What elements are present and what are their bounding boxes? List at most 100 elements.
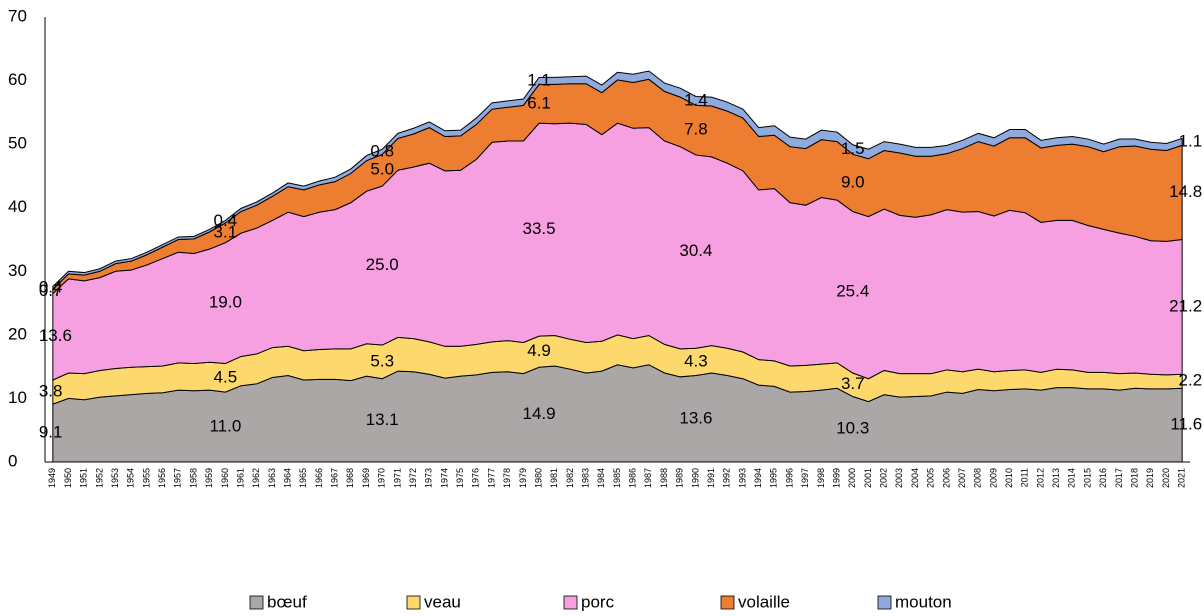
legend-swatch	[249, 595, 264, 610]
x-tick-label: 2020	[1161, 468, 1171, 488]
x-tick-label: 1967	[330, 468, 340, 488]
x-tick-label: 1980	[533, 468, 543, 488]
data-label: 3.1	[214, 222, 238, 241]
y-tick-label: 60	[8, 70, 27, 89]
data-label: 10.3	[836, 419, 869, 438]
x-tick-label: 1969	[361, 468, 371, 488]
data-label: 33.5	[523, 219, 556, 238]
x-tick-label: 1949	[47, 468, 57, 488]
x-tick-label: 1995	[769, 468, 779, 488]
x-tick-label: 2005	[926, 468, 936, 488]
x-tick-label: 1996	[784, 468, 794, 488]
y-tick-label: 70	[8, 6, 27, 25]
x-tick-label: 2002	[879, 468, 889, 488]
x-tick-label: 1974	[439, 468, 449, 488]
x-tick-label: 1981	[549, 468, 559, 488]
x-tick-label: 2003	[894, 468, 904, 488]
x-tick-label: 2014	[1067, 468, 1077, 488]
x-tick-label: 2000	[847, 468, 857, 488]
x-tick-label: 1997	[800, 468, 810, 488]
data-label: 3.8	[39, 382, 63, 401]
x-tick-label: 1962	[251, 468, 261, 488]
x-tick-label: 1972	[408, 468, 418, 488]
x-tick-label: 1961	[235, 468, 245, 488]
data-label: 30.4	[679, 241, 712, 260]
data-label: 1.5	[841, 139, 865, 158]
x-tick-label: 1989	[675, 468, 685, 488]
x-tick-label: 1984	[596, 468, 606, 488]
x-tick-label: 1958	[188, 468, 198, 488]
x-tick-label: 1973	[424, 468, 434, 488]
x-tick-label: 1990	[690, 468, 700, 488]
data-label: 21.2	[1169, 296, 1202, 315]
x-tick-label: 2009	[988, 468, 998, 488]
data-label: 1.1	[527, 70, 551, 89]
legend-label: veau	[424, 592, 461, 611]
x-tick-label: 2019	[1145, 468, 1155, 488]
data-label: 13.1	[366, 410, 399, 429]
x-tick-label: 1976	[471, 468, 481, 488]
x-tick-label: 2021	[1177, 468, 1187, 488]
data-label: 0.4	[214, 211, 238, 230]
data-label: 19.0	[209, 293, 242, 312]
data-label: 14.8	[1169, 182, 1202, 201]
y-tick-label: 30	[8, 261, 27, 280]
data-label: 9.0	[841, 172, 865, 191]
data-label: 5.3	[370, 351, 394, 370]
x-tick-label: 1982	[565, 468, 575, 488]
x-tick-label: 1952	[94, 468, 104, 488]
data-label: 1.1	[1179, 131, 1203, 150]
x-tick-label: 1971	[392, 468, 402, 488]
y-tick-label: 50	[8, 134, 27, 153]
x-tick-label: 1983	[581, 468, 591, 488]
y-tick-label: 10	[8, 388, 27, 407]
x-tick-label: 1968	[345, 468, 355, 488]
data-label: 11.0	[209, 417, 241, 436]
data-label: 4.3	[684, 351, 708, 370]
x-tick-label: 1978	[502, 468, 512, 488]
area	[52, 70, 1183, 291]
x-tick-label: 1966	[314, 468, 324, 488]
legend-label: bœuf	[267, 592, 307, 611]
y-tick-label: 20	[8, 324, 27, 343]
data-label: 4.9	[527, 341, 551, 360]
x-tick-label: 1999	[831, 468, 841, 488]
x-tick-label: 1992	[722, 468, 732, 488]
data-label: 9.1	[39, 423, 63, 442]
x-tick-label: 1959	[204, 468, 214, 488]
x-tick-label: 1965	[298, 468, 308, 488]
data-label: 14.9	[523, 404, 556, 423]
x-tick-label: 1960	[220, 468, 230, 488]
x-tick-label: 2004	[910, 468, 920, 488]
x-tick-label: 1993	[737, 468, 747, 488]
x-tick-label: 1998	[816, 468, 826, 488]
x-tick-label: 1954	[126, 468, 136, 488]
data-label: 13.6	[39, 326, 72, 345]
legend-swatch	[877, 595, 892, 610]
x-tick-label: 1994	[753, 468, 763, 488]
data-label: 0.4	[39, 277, 63, 296]
x-tick-label: 1957	[173, 468, 183, 488]
x-tick-label: 2016	[1098, 468, 1108, 488]
data-label: 11.6	[1170, 415, 1202, 434]
legend-label: porc	[581, 592, 615, 611]
x-tick-label: 2006	[941, 468, 951, 488]
x-tick-label: 1951	[79, 468, 89, 488]
x-tick-label: 1991	[706, 468, 716, 488]
x-tick-label: 1950	[63, 468, 73, 488]
legend-swatch	[563, 595, 578, 610]
data-label: 2.2	[1179, 371, 1203, 390]
x-tick-label: 1956	[157, 468, 167, 488]
x-tick-label: 1986	[628, 468, 638, 488]
x-tick-label: 1987	[643, 468, 653, 488]
x-tick-label: 1979	[518, 468, 528, 488]
data-label: 13.6	[679, 408, 712, 427]
x-tick-label: 1970	[377, 468, 387, 488]
x-tick-label: 1955	[141, 468, 151, 488]
x-tick-label: 2001	[863, 468, 873, 488]
legend-swatch	[406, 595, 421, 610]
x-tick-label: 1977	[486, 468, 496, 488]
x-tick-label: 2015	[1082, 468, 1092, 488]
data-label: 6.1	[527, 93, 551, 112]
